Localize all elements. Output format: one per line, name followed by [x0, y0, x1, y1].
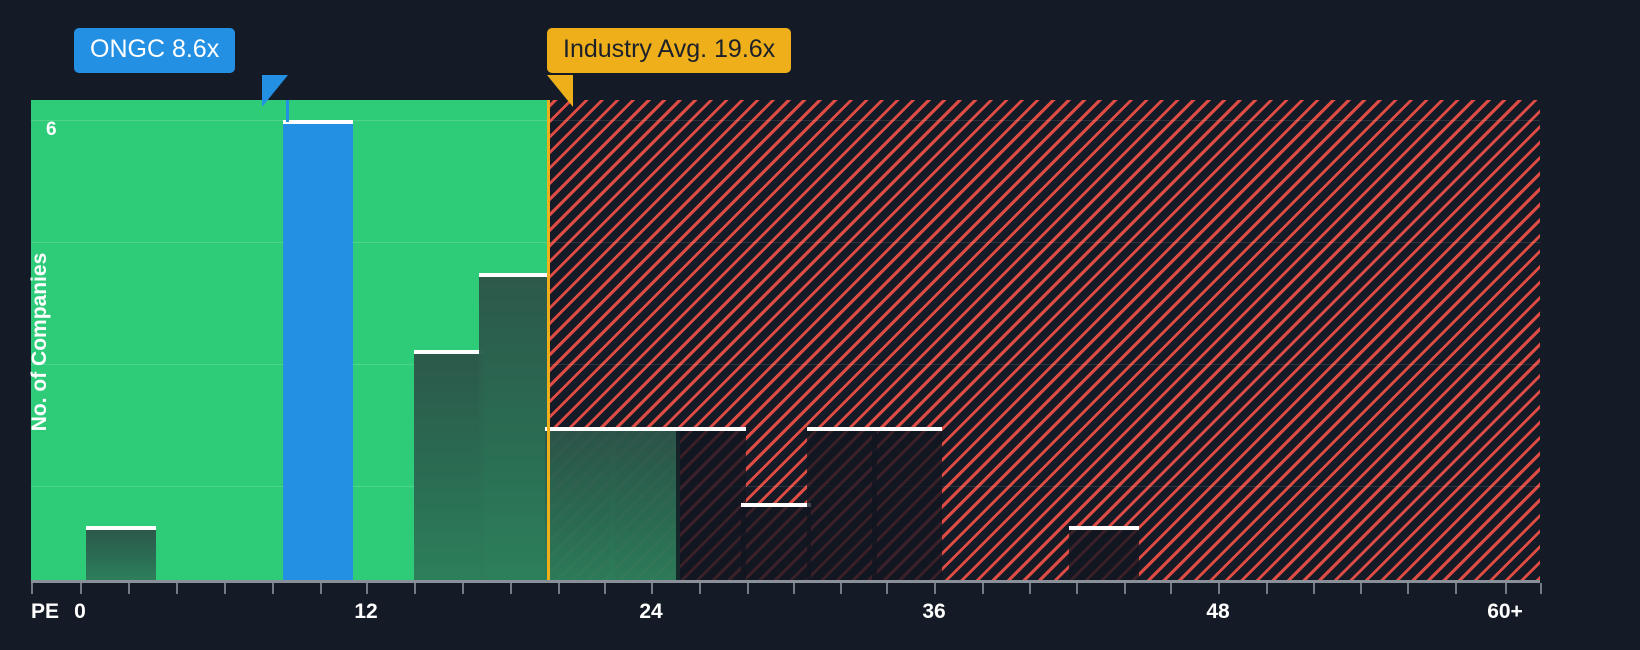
bar-highlight[interactable]	[282, 120, 353, 580]
bar-cap	[872, 427, 942, 431]
gridline	[550, 120, 1540, 121]
x-axis-tick	[1455, 583, 1457, 594]
industry-average-line	[547, 100, 550, 580]
x-axis-tick	[840, 583, 842, 594]
bar-body	[872, 431, 942, 580]
x-axis-tick-label: 12	[354, 600, 378, 623]
bar-body	[1068, 530, 1139, 580]
bar[interactable]	[1068, 526, 1139, 580]
bar-cap	[741, 503, 811, 507]
gridline	[550, 242, 1540, 243]
x-axis-tick	[747, 583, 749, 594]
x-axis-tick-label: 0	[74, 600, 86, 623]
x-axis-tick	[176, 583, 178, 594]
gridline	[550, 486, 1540, 487]
x-axis-tick	[1407, 583, 1409, 594]
bar-cap	[86, 526, 156, 530]
company-callout[interactable]: ONGC 8.6x	[74, 28, 236, 73]
x-axis-tick	[1029, 583, 1031, 594]
x-axis-tick	[462, 583, 464, 594]
x-axis-line	[31, 580, 1540, 583]
x-axis-title: PE	[31, 600, 60, 623]
bar[interactable]	[675, 427, 746, 580]
x-axis-tick-label: 60+	[1487, 600, 1523, 623]
bar-body	[479, 277, 549, 580]
industry-average-callout[interactable]: Industry Avg. 19.6x	[547, 28, 792, 73]
bar[interactable]	[872, 427, 942, 580]
x-axis-tick	[934, 583, 936, 594]
bar-cap	[282, 120, 353, 124]
x-axis-tick	[320, 583, 322, 594]
x-axis-tick	[80, 583, 82, 594]
bar[interactable]	[413, 350, 484, 580]
x-axis-tick	[510, 583, 512, 594]
x-axis-tick	[366, 583, 368, 594]
bar[interactable]	[544, 427, 615, 580]
x-axis-tick	[651, 583, 653, 594]
x-axis-tick	[1505, 583, 1507, 594]
x-axis-tick	[31, 583, 33, 594]
x-axis-tick	[982, 583, 984, 594]
x-axis-tick	[1360, 583, 1362, 594]
x-axis-tick	[1313, 583, 1315, 594]
bar-body	[413, 354, 484, 580]
bar-body	[610, 431, 680, 580]
bar[interactable]	[806, 427, 877, 580]
bar-cap	[544, 427, 615, 431]
x-axis-tick	[1266, 583, 1268, 594]
bar-cap	[1068, 526, 1139, 530]
company-marker-line	[286, 100, 289, 122]
bar[interactable]	[741, 503, 811, 580]
x-axis-tick	[793, 583, 795, 594]
x-axis-tick	[272, 583, 274, 594]
bar-body	[544, 431, 615, 580]
y-axis-top-tick-label: 6	[46, 119, 57, 140]
bar-cap	[610, 427, 680, 431]
x-axis-tick	[699, 583, 701, 594]
bar[interactable]	[86, 526, 156, 580]
x-axis-tick	[1218, 583, 1220, 594]
x-axis-tick	[1076, 583, 1078, 594]
bar-cap	[675, 427, 746, 431]
bar-body	[86, 530, 156, 580]
x-axis-tick	[1170, 583, 1172, 594]
x-axis-tick	[1124, 583, 1126, 594]
y-axis-title: No. of Companies	[28, 252, 51, 432]
industry-callout-tail	[547, 75, 573, 107]
bar-cap	[479, 273, 549, 277]
x-axis-tick-label: 36	[922, 600, 946, 623]
company-callout-tail	[262, 75, 288, 107]
bar-body	[675, 431, 746, 580]
bar-body	[741, 507, 811, 580]
x-axis-tick	[128, 583, 130, 594]
bar-body	[806, 431, 877, 580]
bar-body	[282, 124, 353, 580]
bar-cap	[413, 350, 484, 354]
bar-cap	[806, 427, 877, 431]
x-axis-tick-label: 48	[1206, 600, 1230, 623]
plot-area	[31, 100, 1540, 580]
x-axis-tick	[604, 583, 606, 594]
x-axis-tick-label: 24	[639, 600, 663, 623]
x-axis-tick	[1540, 583, 1542, 594]
gridline	[550, 364, 1540, 365]
x-axis-tick	[414, 583, 416, 594]
bar[interactable]	[610, 427, 680, 580]
x-axis-tick	[558, 583, 560, 594]
x-axis-tick	[886, 583, 888, 594]
bar[interactable]	[479, 273, 549, 580]
x-axis-tick	[224, 583, 226, 594]
